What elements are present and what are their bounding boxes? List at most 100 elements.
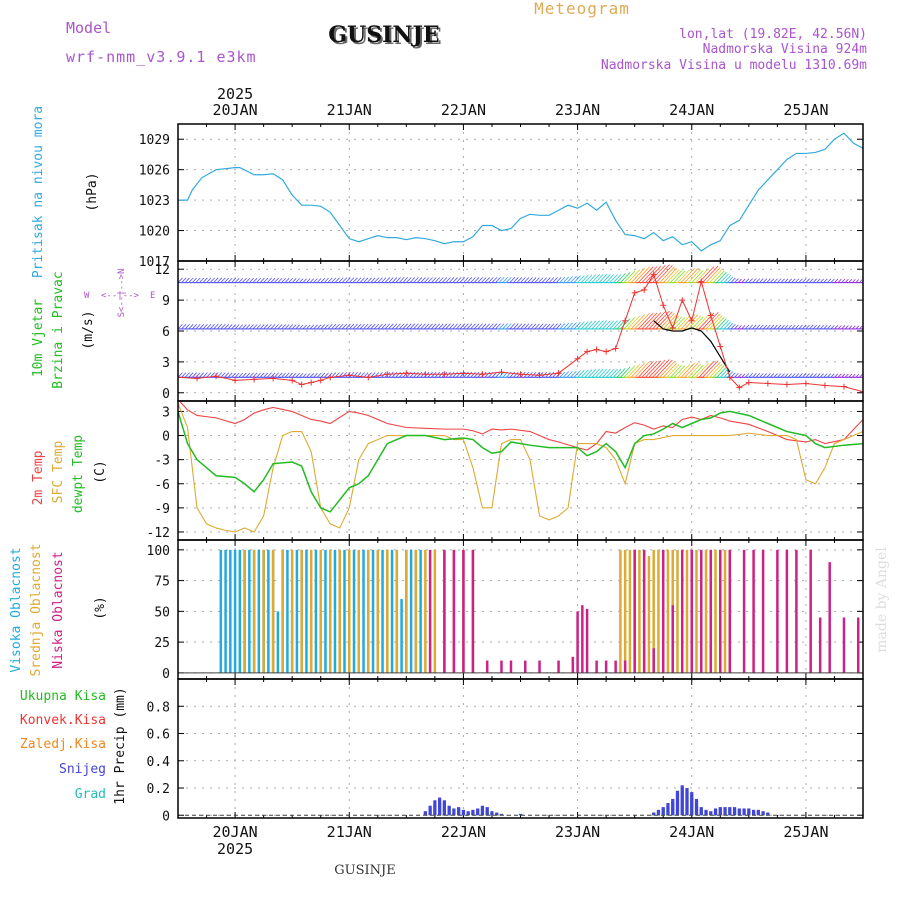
wind-barb	[523, 323, 530, 330]
bar-snijeg	[685, 788, 689, 816]
wind-speed-marker	[603, 348, 610, 355]
wind-barb	[391, 371, 398, 378]
bar-snijeg	[704, 809, 708, 816]
wind-barb	[377, 372, 383, 378]
wind-barb	[338, 323, 344, 330]
wind-barb	[737, 325, 742, 330]
temperature-panel: -12 -9 -6 -3 0 3	[147, 400, 864, 541]
wind-barb	[448, 371, 455, 378]
wind-barb	[181, 372, 187, 378]
wind-barb	[659, 312, 675, 330]
wind-barb	[591, 368, 600, 378]
ytick-label: 0	[162, 809, 170, 824]
wind-barb	[755, 324, 761, 330]
wind-barb	[816, 373, 821, 378]
wind-barb	[852, 325, 856, 330]
wind-barb	[438, 371, 444, 378]
wind-speed-marker	[422, 371, 429, 378]
wind-barb	[559, 276, 566, 283]
wind-barb	[238, 277, 244, 283]
bar-snijeg	[652, 812, 656, 816]
wind-barb	[705, 313, 721, 330]
wind-barb	[523, 277, 530, 283]
wind-barb	[670, 365, 682, 378]
wind-barb	[509, 277, 516, 283]
wind-barb	[684, 268, 699, 283]
wind-barb	[687, 269, 701, 283]
bar-srednja	[628, 549, 632, 673]
wind-barb	[259, 324, 265, 330]
bar-niska	[842, 617, 846, 673]
wind-barb	[709, 268, 723, 283]
wind-barb	[791, 373, 796, 378]
wind-barb	[744, 373, 750, 378]
wind-barb	[805, 278, 810, 283]
ytick-label: 3	[162, 405, 170, 420]
wind-speed-marker	[479, 371, 486, 378]
wind-barb	[263, 324, 269, 330]
bar-niska	[776, 549, 779, 673]
wind-barb	[431, 371, 437, 378]
bar-visoka	[276, 611, 280, 673]
ytick-label: 50	[154, 605, 170, 620]
wind-barb	[234, 278, 240, 283]
wind-barb	[431, 323, 437, 330]
bar-niska	[818, 617, 822, 673]
bar-srednja	[367, 549, 370, 673]
wind-barb	[420, 277, 426, 283]
wind-barb	[413, 277, 419, 283]
wind-barb	[655, 359, 673, 378]
bar-visoka	[257, 549, 261, 673]
wind-barb	[691, 270, 704, 283]
wind-barb	[637, 266, 654, 283]
wind-barb	[830, 373, 835, 378]
wind-barb	[662, 362, 677, 378]
wind-barb	[769, 373, 775, 378]
wind-barb	[388, 323, 394, 330]
wind-barb	[427, 323, 433, 330]
wind-barb	[188, 277, 194, 283]
legend-frz: Zaledj.Kisa	[20, 737, 106, 752]
wind-barb	[348, 277, 355, 283]
wind-barb	[463, 323, 469, 330]
wind-barb	[855, 325, 860, 330]
wind-barb	[416, 323, 423, 330]
legend-total: Ukupna Kisa	[20, 689, 106, 704]
wind-barb	[406, 277, 412, 283]
wind-barb	[509, 323, 516, 330]
wind-barb	[641, 266, 658, 283]
bar-niska	[576, 611, 579, 673]
wind-barb	[238, 324, 244, 330]
bar-snijeg	[452, 808, 456, 816]
bar-niska	[500, 660, 503, 673]
wind-barb	[359, 277, 365, 283]
wind-barb	[281, 277, 286, 283]
wind-barb	[256, 324, 262, 330]
wind-barb	[602, 274, 611, 283]
bar-visoka	[400, 599, 403, 673]
wind-barb	[555, 323, 562, 330]
wind-barb	[573, 370, 581, 378]
series-line-mslp	[178, 132, 863, 252]
wind-compass-w: W	[84, 291, 90, 301]
wind-barb	[299, 373, 304, 378]
ytick-label: 0	[162, 667, 170, 682]
wind-barb	[373, 277, 380, 283]
wind-barb	[352, 323, 358, 330]
top-date-label: 23JAN	[555, 101, 600, 119]
wind-barb	[598, 274, 608, 283]
wind-barb	[348, 323, 355, 330]
bar-snijeg	[709, 811, 713, 816]
wind-barb	[620, 366, 631, 378]
wind-barb	[666, 363, 680, 378]
legend-hail: Grad	[75, 787, 106, 802]
wind-barb	[470, 323, 476, 330]
wind-barb	[445, 371, 451, 378]
series-line-2m-temp	[178, 401, 863, 451]
wind-barb	[334, 323, 340, 330]
wind-barb	[705, 267, 721, 283]
wind-barb	[684, 362, 699, 378]
wind-barb	[388, 371, 394, 378]
wind-speed-marker	[251, 376, 258, 383]
